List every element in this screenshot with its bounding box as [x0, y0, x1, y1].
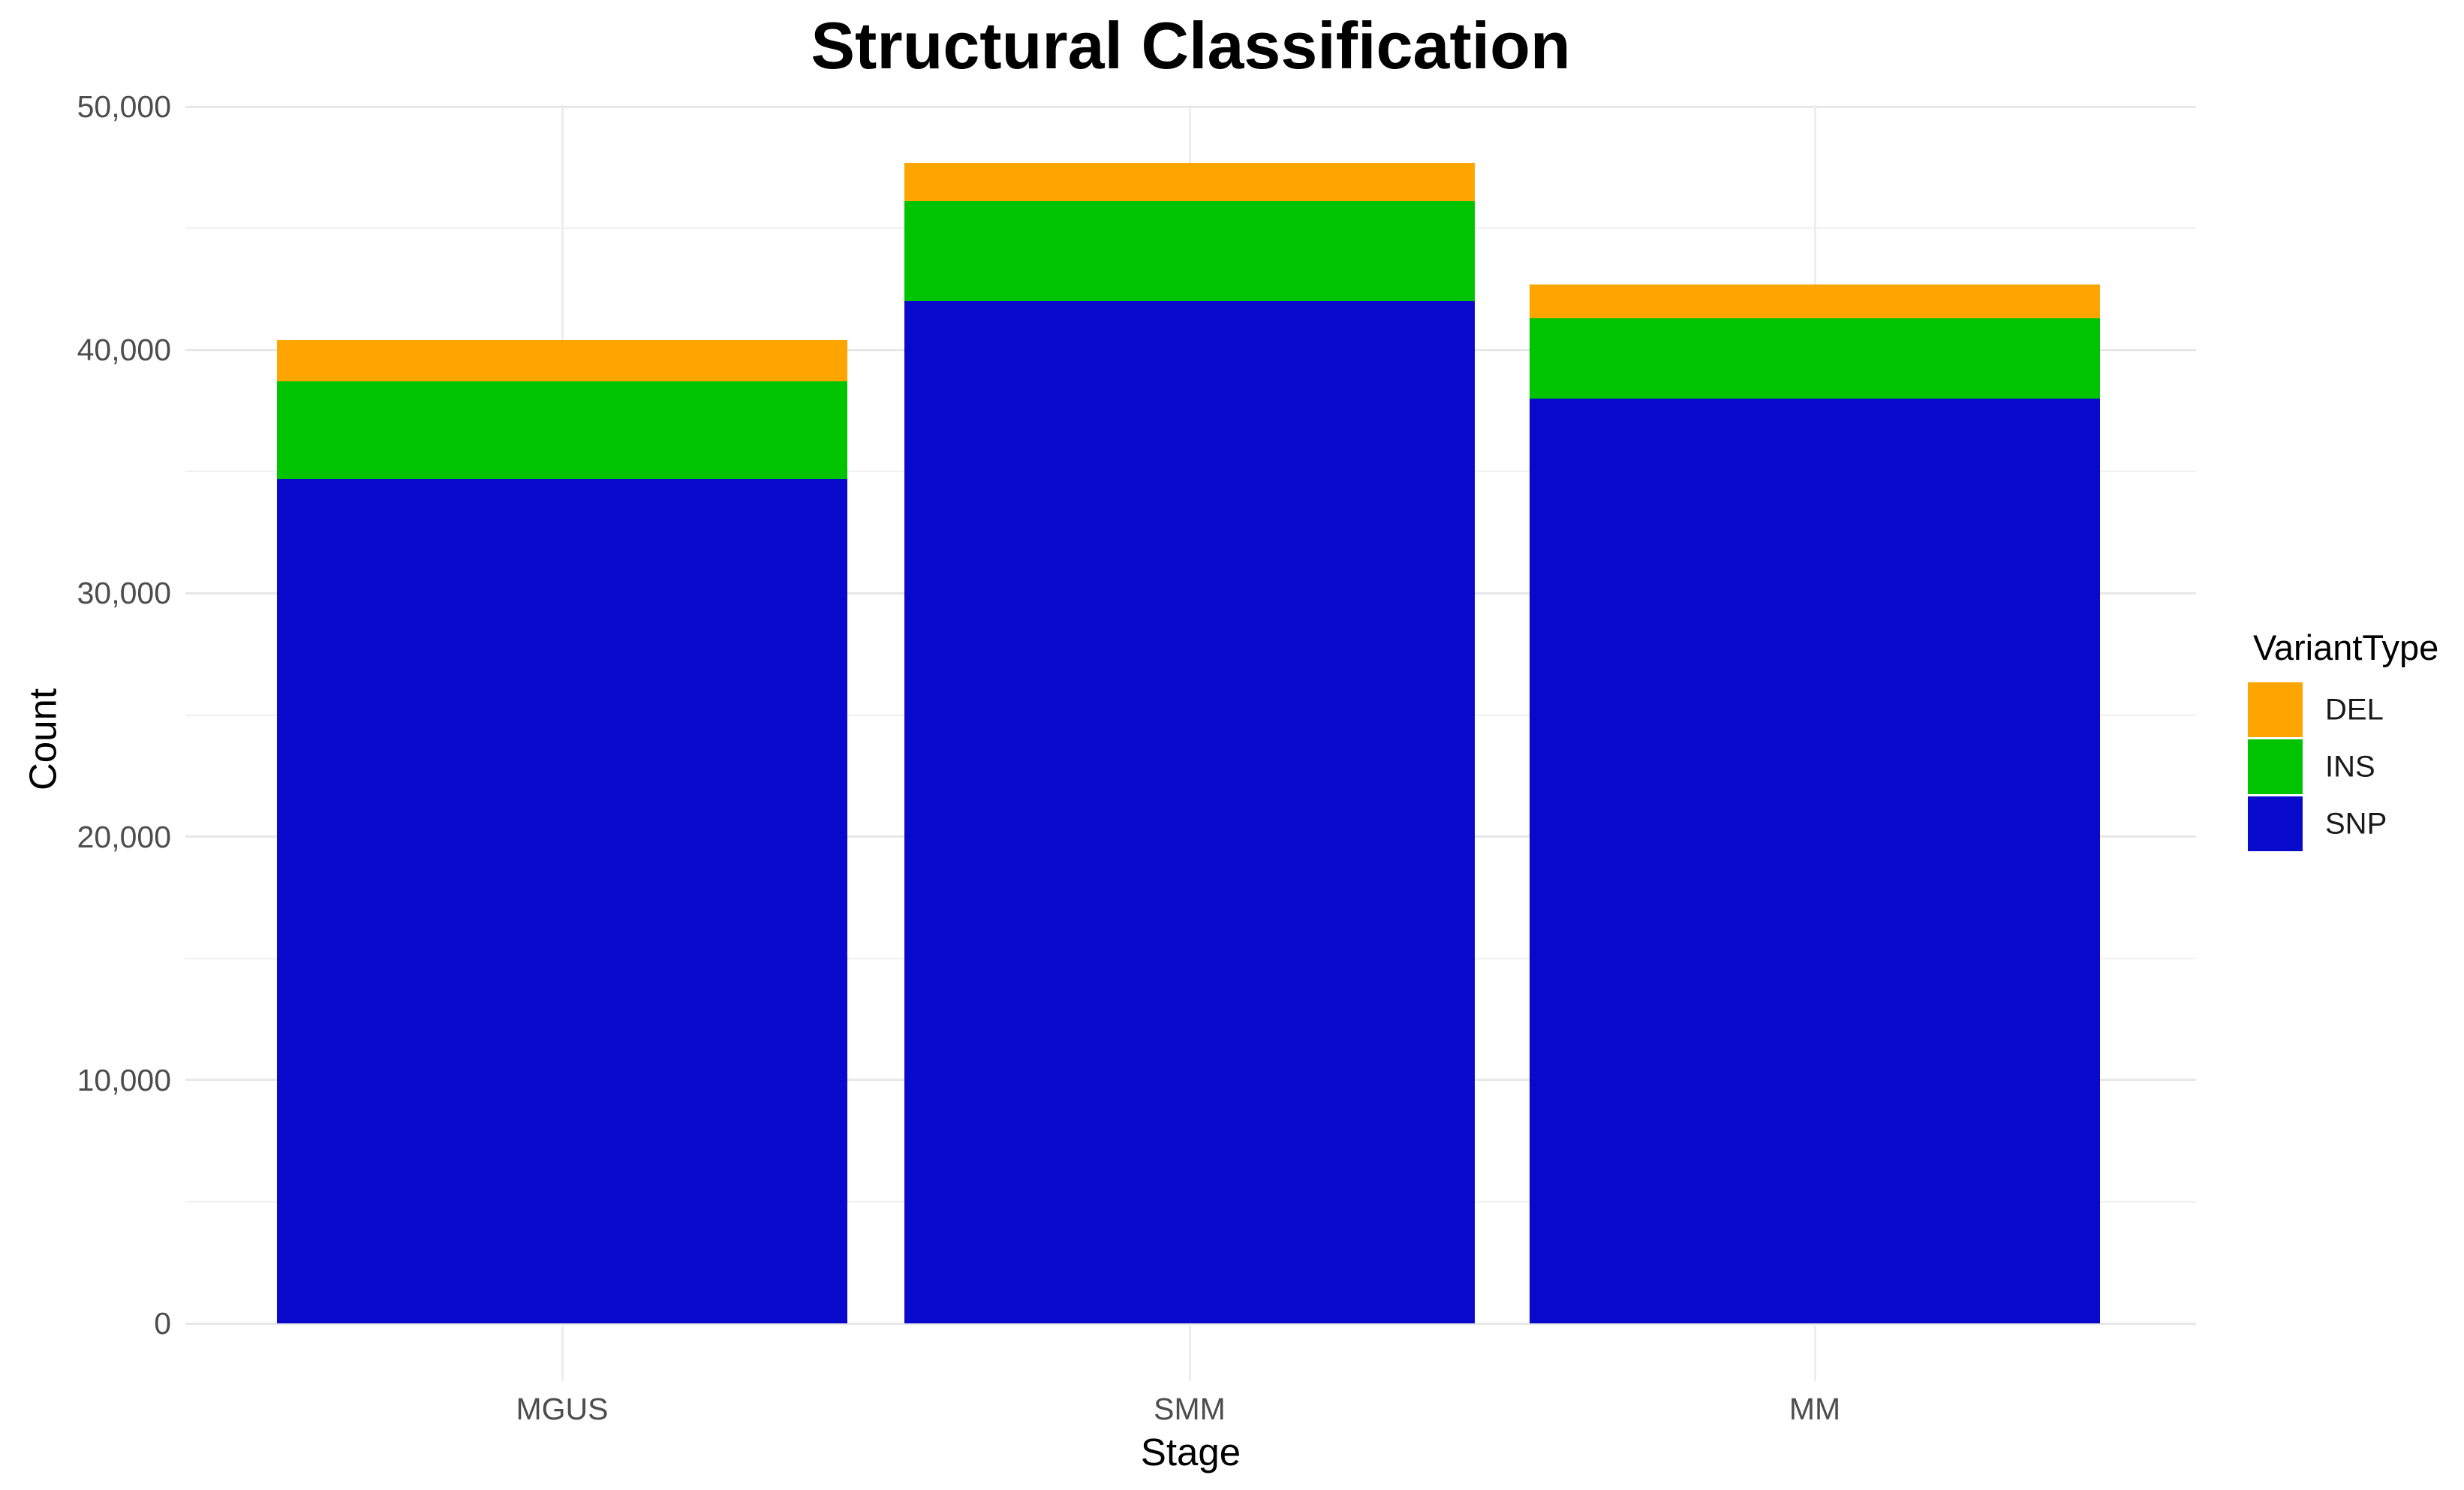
y-axis-title-text: Count	[21, 688, 65, 791]
bar-segment-del-mm	[1530, 284, 2100, 319]
y-tick-label: 40,000	[77, 333, 171, 368]
legend-item-ins: INS	[2248, 739, 2464, 794]
y-tick-label: 10,000	[77, 1062, 171, 1097]
legend-swatch-ins	[2248, 739, 2303, 794]
bar-mgus	[277, 105, 847, 1381]
bar-mm	[1530, 105, 2100, 1381]
legend-swatch-del	[2248, 682, 2303, 737]
bar-segment-snp-mm	[1530, 399, 2100, 1323]
x-tick-label: MM	[1789, 1392, 1841, 1426]
bar-segment-snp-smm	[904, 301, 1475, 1323]
gridline-major	[185, 1322, 2196, 1325]
y-tick-label: 50,000	[77, 89, 171, 124]
bar-segment-del-mgus	[277, 340, 847, 382]
legend-label-del: DEL	[2325, 693, 2384, 726]
plot-panel	[185, 105, 2196, 1381]
x-tick-label: SMM	[1154, 1392, 1226, 1426]
bar-segment-del-smm	[904, 162, 1475, 202]
chart-title: Structural Classification	[811, 8, 1571, 83]
bar-segment-ins-mm	[1530, 318, 2100, 399]
bar-segment-snp-mgus	[277, 479, 847, 1323]
legend-title: VariantType	[2253, 628, 2439, 667]
legend-swatch-snp	[2248, 796, 2303, 851]
x-tick-label: MGUS	[516, 1392, 609, 1426]
legend-item-del: DEL	[2248, 682, 2464, 737]
x-axis-title: Stage	[1140, 1431, 1241, 1473]
bar-segment-ins-mgus	[277, 381, 847, 480]
legend-label-ins: INS	[2325, 750, 2375, 783]
legend-label-snp: SNP	[2325, 807, 2387, 840]
gridline-major	[185, 105, 2196, 108]
y-tick-label: 0	[154, 1306, 171, 1341]
y-tick-label: 20,000	[77, 819, 171, 854]
bar-smm	[904, 105, 1475, 1381]
bar-segment-ins-smm	[904, 201, 1475, 302]
legend-item-snp: SNP	[2248, 796, 2464, 851]
y-tick-label: 30,000	[77, 576, 171, 611]
